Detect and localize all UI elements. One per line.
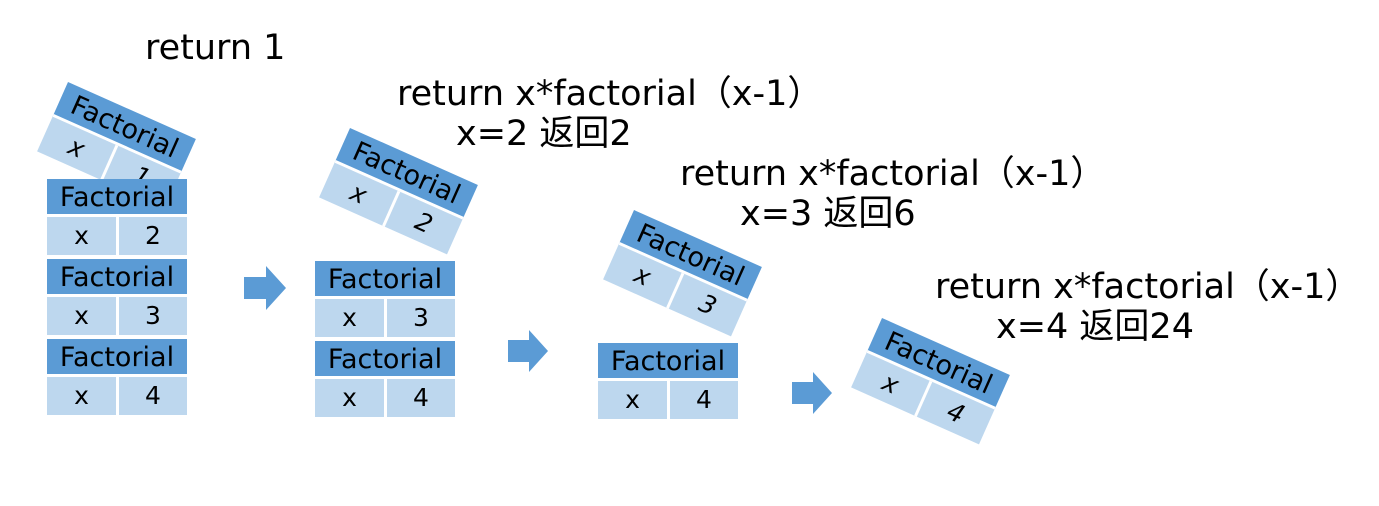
step3-return-text: return x*factorial（x-1）	[680, 154, 1106, 194]
stack-frame: Factorial x 4	[47, 339, 187, 415]
frame-var-value: 2	[119, 217, 187, 255]
step4-popped-frame: Factorial x 4	[851, 318, 1010, 445]
step2-stack: Factorial x 3 Factorial x 4	[315, 261, 455, 417]
step3-stack: Factorial x 4	[598, 343, 738, 419]
frame-var-name: x	[598, 381, 670, 419]
frame-var-name: x	[47, 377, 119, 415]
frame-var-value: 4	[670, 381, 738, 419]
arrow-right-icon	[244, 266, 286, 310]
frame-header: Factorial	[47, 179, 187, 217]
step3-popped-frame: Factorial x 3	[603, 210, 762, 337]
frame-var-name: x	[47, 217, 119, 255]
stack-frame: Factorial x 4	[315, 341, 455, 417]
arrow-right-icon	[508, 330, 548, 372]
step2-result-text: x=2 返回2	[456, 114, 632, 154]
frame-header: Factorial	[598, 343, 738, 381]
arrow-right-icon	[792, 372, 832, 414]
frame-header: Factorial	[315, 341, 455, 379]
frame-var-name: x	[315, 379, 387, 417]
step4-return-text: return x*factorial（x-1）	[935, 267, 1361, 307]
frame-var-value: 4	[119, 377, 187, 415]
stack-frame: Factorial x 3	[315, 261, 455, 341]
step2-popped-frame: Factorial x 2	[319, 128, 478, 255]
step3-result-text: x=3 返回6	[740, 194, 916, 234]
frame-var-name: x	[315, 299, 387, 337]
frame-header: Factorial	[315, 261, 455, 299]
step2-return-text: return x*factorial（x-1）	[397, 74, 823, 114]
stack-frame: Factorial x 3	[47, 259, 187, 339]
frame-header: Factorial	[47, 259, 187, 297]
frame-var-value: 4	[387, 379, 455, 417]
frame-var-name: x	[47, 297, 119, 335]
step1-return-text: return 1	[145, 28, 286, 68]
stack-frame: Factorial x 4	[598, 343, 738, 419]
step4-result-text: x=4 返回24	[996, 307, 1194, 347]
frame-header: Factorial	[47, 339, 187, 377]
step1-stack: Factorial x 2 Factorial x 3 Factorial x …	[47, 179, 187, 415]
frame-var-value: 3	[387, 299, 455, 337]
stack-frame: Factorial x 2	[47, 179, 187, 259]
frame-var-value: 3	[119, 297, 187, 335]
